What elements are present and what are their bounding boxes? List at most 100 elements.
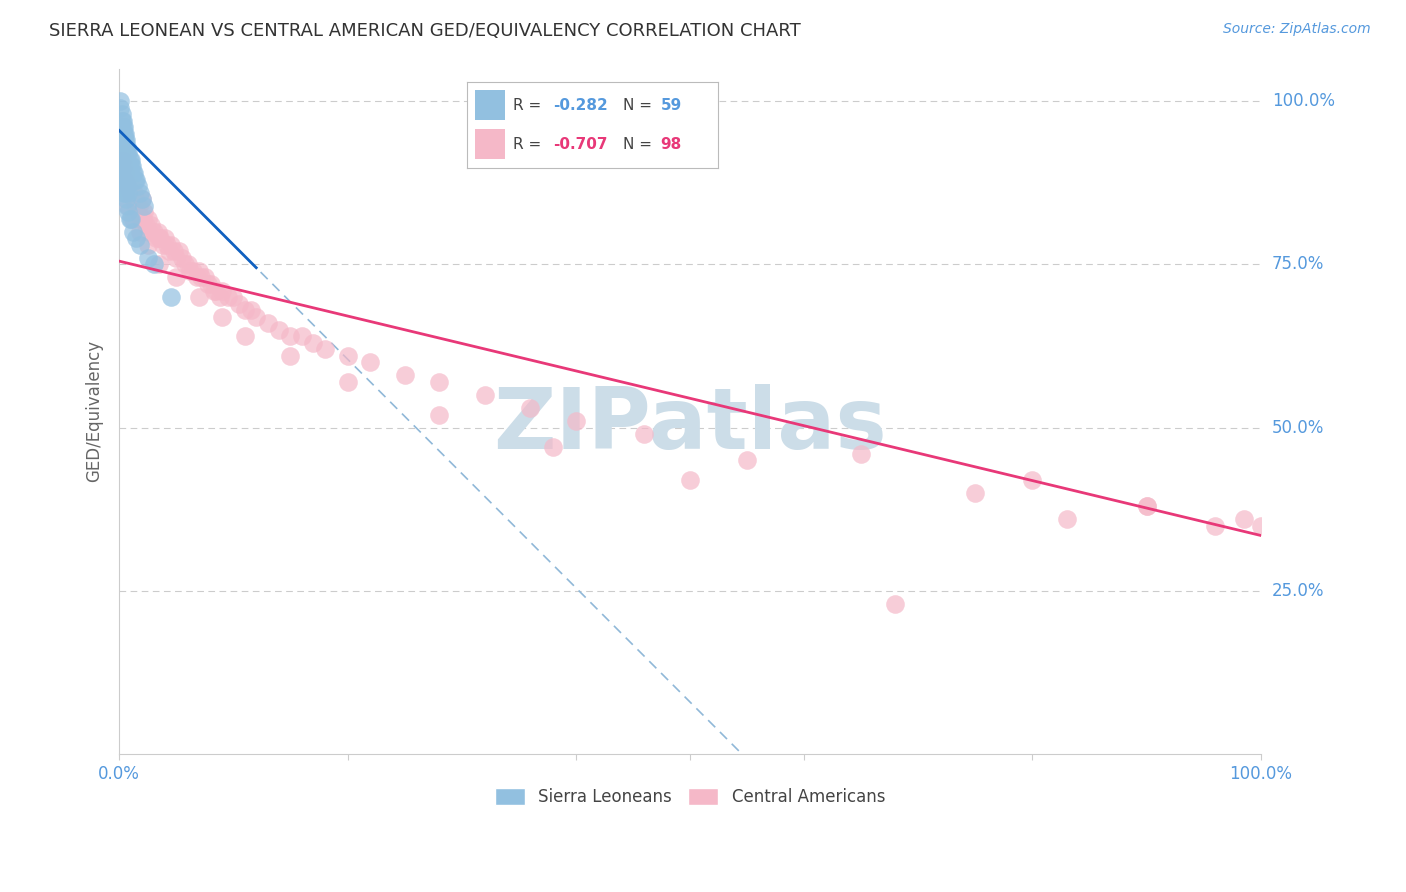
- Text: 25.0%: 25.0%: [1272, 582, 1324, 600]
- Point: [174, 257, 197, 271]
- Point: [239, 303, 262, 318]
- Point: [141, 219, 163, 233]
- Point: [125, 231, 148, 245]
- Point: [153, 231, 176, 245]
- Point: [114, 166, 136, 180]
- Point: [233, 329, 256, 343]
- Point: [735, 453, 758, 467]
- Point: [124, 199, 146, 213]
- Point: [117, 199, 139, 213]
- Point: [142, 257, 165, 271]
- Point: [159, 290, 181, 304]
- Point: [117, 179, 139, 194]
- Point: [111, 127, 134, 141]
- Point: [179, 264, 201, 278]
- Point: [427, 408, 450, 422]
- Point: [112, 160, 135, 174]
- Point: [111, 153, 134, 167]
- Point: [211, 284, 233, 298]
- Point: [122, 211, 145, 226]
- Point: [110, 166, 132, 180]
- Point: [115, 172, 138, 186]
- Point: [228, 296, 250, 310]
- Point: [165, 251, 187, 265]
- Point: [115, 140, 138, 154]
- Text: ZIPatlas: ZIPatlas: [494, 384, 887, 467]
- Point: [177, 257, 200, 271]
- Point: [156, 237, 179, 252]
- Point: [149, 231, 172, 245]
- Point: [128, 225, 150, 239]
- Point: [145, 231, 167, 245]
- Point: [1204, 518, 1226, 533]
- Point: [122, 166, 145, 180]
- Point: [110, 101, 132, 115]
- Point: [120, 179, 142, 194]
- Point: [267, 323, 290, 337]
- Point: [117, 199, 139, 213]
- Point: [280, 329, 302, 343]
- Point: [148, 257, 170, 271]
- Point: [1135, 499, 1157, 513]
- Point: [124, 172, 146, 186]
- Point: [110, 146, 132, 161]
- Point: [110, 113, 132, 128]
- Point: [110, 153, 132, 167]
- Point: [125, 192, 148, 206]
- Point: [122, 192, 145, 206]
- Point: [117, 146, 139, 161]
- Text: 50.0%: 50.0%: [1272, 418, 1324, 437]
- Point: [302, 335, 325, 350]
- Point: [122, 166, 145, 180]
- Point: [136, 237, 159, 252]
- Point: [148, 231, 170, 245]
- Point: [211, 310, 233, 324]
- Point: [256, 316, 278, 330]
- Point: [541, 440, 564, 454]
- Point: [565, 414, 588, 428]
- Point: [112, 160, 135, 174]
- Point: [111, 172, 134, 186]
- Point: [474, 388, 496, 402]
- Point: [120, 153, 142, 167]
- Point: [112, 133, 135, 147]
- Point: [114, 186, 136, 200]
- Point: [111, 166, 134, 180]
- Point: [110, 140, 132, 154]
- Point: [217, 290, 239, 304]
- Point: [111, 120, 134, 135]
- Point: [128, 237, 150, 252]
- Point: [117, 140, 139, 154]
- Point: [122, 225, 145, 239]
- Point: [114, 172, 136, 186]
- Point: [159, 237, 181, 252]
- Point: [118, 153, 141, 167]
- Point: [110, 107, 132, 121]
- Point: [114, 133, 136, 147]
- Point: [1021, 473, 1043, 487]
- Point: [245, 310, 267, 324]
- Point: [127, 205, 149, 219]
- Point: [117, 179, 139, 194]
- Point: [205, 284, 228, 298]
- Text: Source: ZipAtlas.com: Source: ZipAtlas.com: [1223, 22, 1371, 37]
- Point: [115, 133, 138, 147]
- Point: [127, 179, 149, 194]
- Point: [188, 290, 211, 304]
- Point: [679, 473, 702, 487]
- Point: [197, 277, 219, 291]
- Point: [131, 192, 153, 206]
- Point: [138, 225, 160, 239]
- Point: [314, 343, 336, 357]
- Point: [121, 160, 143, 174]
- Point: [167, 244, 190, 259]
- Point: [112, 120, 135, 135]
- Point: [132, 211, 155, 226]
- Point: [128, 211, 150, 226]
- Point: [112, 186, 135, 200]
- Point: [128, 199, 150, 213]
- Point: [142, 225, 165, 239]
- Point: [222, 290, 245, 304]
- Point: [280, 349, 302, 363]
- Point: [115, 192, 138, 206]
